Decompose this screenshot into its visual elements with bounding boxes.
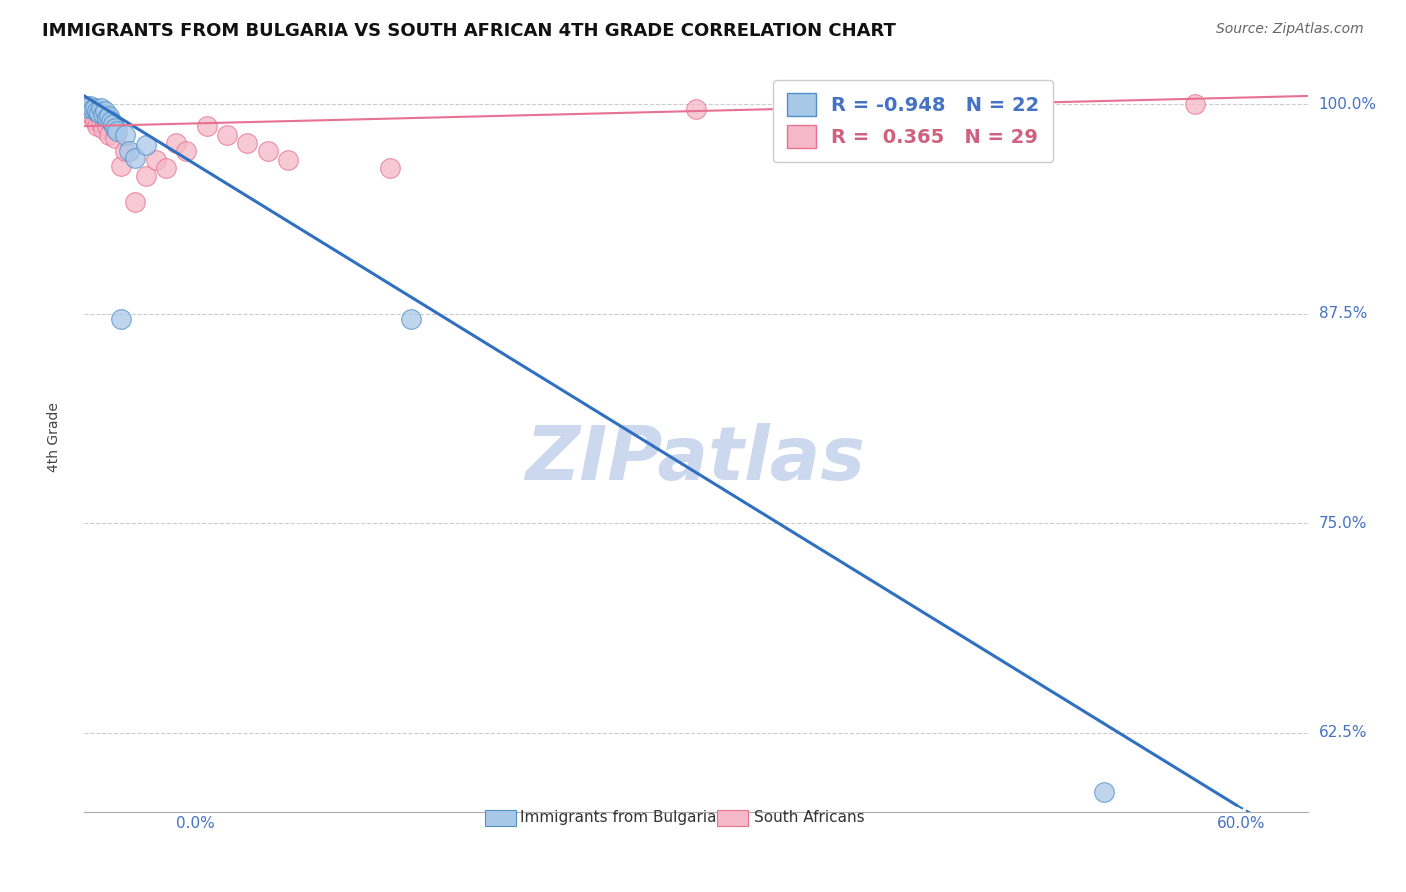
Point	[114, 145, 136, 159]
Text: South Africans: South Africans	[754, 811, 865, 825]
Point	[135, 169, 157, 184]
Point	[380, 161, 402, 175]
Point	[87, 105, 110, 120]
Point	[104, 131, 127, 145]
Point	[1092, 784, 1115, 798]
Text: 87.5%: 87.5%	[1319, 306, 1367, 321]
Point	[110, 160, 132, 174]
Point	[110, 312, 132, 326]
Point	[135, 137, 157, 152]
Point	[96, 119, 118, 133]
Text: 75.0%: 75.0%	[1319, 516, 1367, 531]
Point	[124, 194, 146, 209]
Point	[79, 99, 101, 113]
Text: 62.5%: 62.5%	[1319, 725, 1367, 740]
Point	[91, 122, 114, 136]
Text: 0.0%: 0.0%	[176, 816, 215, 831]
Point	[90, 116, 112, 130]
Text: 100.0%: 100.0%	[1319, 97, 1376, 112]
Point	[257, 145, 280, 159]
Point	[83, 114, 105, 128]
Point	[236, 136, 259, 150]
Point	[195, 119, 218, 133]
Point	[165, 136, 187, 150]
Point	[114, 128, 136, 142]
Point	[77, 103, 100, 117]
Point	[118, 145, 141, 159]
Legend: R = -0.948   N = 22, R =  0.365   N = 29: R = -0.948 N = 22, R = 0.365 N = 29	[773, 79, 1053, 161]
Point	[86, 119, 108, 133]
Point	[83, 101, 105, 115]
Text: 60.0%: 60.0%	[1218, 816, 1265, 831]
Text: IMMIGRANTS FROM BULGARIA VS SOUTH AFRICAN 4TH GRADE CORRELATION CHART: IMMIGRANTS FROM BULGARIA VS SOUTH AFRICA…	[42, 22, 896, 40]
Point	[86, 103, 108, 118]
Point	[277, 153, 299, 167]
Text: Immigrants from Bulgaria: Immigrants from Bulgaria	[520, 811, 717, 825]
Point	[97, 109, 120, 123]
Point	[685, 103, 707, 117]
Point	[399, 312, 422, 326]
Point	[105, 124, 128, 138]
Point	[87, 107, 110, 121]
Point	[93, 103, 115, 118]
Point	[79, 105, 101, 120]
Point	[1184, 97, 1206, 112]
Point	[93, 111, 115, 125]
Point	[104, 120, 127, 135]
Point	[82, 111, 104, 125]
Point	[174, 145, 197, 159]
Point	[91, 107, 114, 121]
Point	[82, 103, 104, 117]
Point	[96, 111, 118, 125]
Point	[97, 128, 120, 142]
Point	[75, 99, 97, 113]
Point	[90, 101, 112, 115]
Point	[124, 151, 146, 165]
Point	[217, 128, 239, 142]
Point	[145, 153, 167, 167]
Text: Source: ZipAtlas.com: Source: ZipAtlas.com	[1216, 22, 1364, 37]
Point	[155, 161, 177, 175]
Text: ZIPatlas: ZIPatlas	[526, 423, 866, 496]
Point	[77, 101, 100, 115]
Point	[101, 118, 124, 132]
Text: 4th Grade: 4th Grade	[46, 402, 60, 472]
Point	[100, 114, 122, 128]
